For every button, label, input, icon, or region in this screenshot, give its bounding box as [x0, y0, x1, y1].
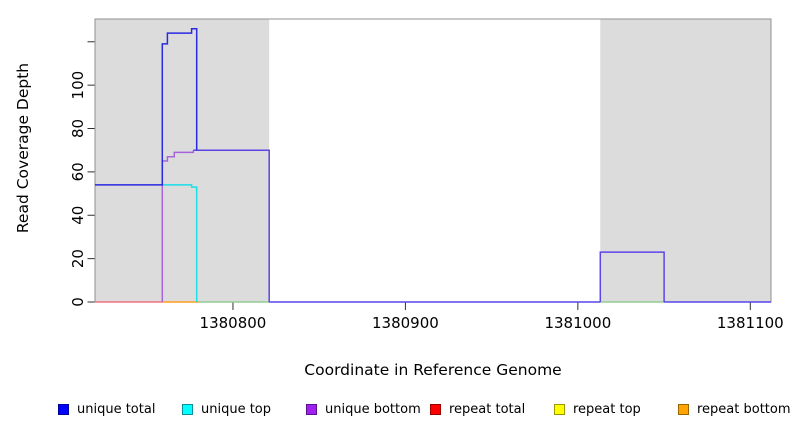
- legend-swatch-icon: [554, 403, 565, 415]
- x-tick-label: 1380900: [372, 314, 439, 332]
- legend-item-label: repeat top: [573, 401, 641, 417]
- legend-item-label: repeat total: [449, 401, 526, 417]
- legend-swatch-icon: [678, 403, 689, 415]
- y-tick-label: 0: [69, 297, 87, 307]
- x-tick-label: 1380800: [200, 314, 267, 332]
- legend-item: repeat bottom: [678, 399, 791, 419]
- legend-item: unique bottom: [306, 399, 421, 419]
- legend-item-label: unique top: [201, 401, 272, 417]
- y-axis-title: Read Coverage Depth: [14, 62, 32, 234]
- legend-swatch-icon: [182, 403, 193, 415]
- y-tick-label: 80: [69, 119, 87, 138]
- legend-item: repeat top: [554, 399, 641, 419]
- legend-item-label: unique total: [77, 401, 156, 417]
- y-tick-label: 100: [69, 71, 87, 100]
- legend-row: unique total unique top unique bottom re…: [0, 399, 792, 423]
- line-unique-merged-23: [599, 251, 665, 302]
- legend-swatch-icon: [58, 403, 69, 415]
- line-unique-total-line: [95, 28, 198, 186]
- repeat-region-band: [95, 19, 270, 302]
- y-tick-label: 20: [69, 249, 87, 268]
- line-unique-top-line: [162, 184, 198, 302]
- x-tick-label: 1381000: [544, 314, 611, 332]
- legend-item-label: repeat bottom: [697, 401, 791, 417]
- line-unique-bottom-steps: [161, 150, 195, 302]
- legend-item: repeat total: [430, 399, 525, 419]
- legend-swatch-icon: [306, 403, 317, 415]
- repeat-region-band: [600, 19, 771, 302]
- legend-item: unique top: [182, 399, 271, 419]
- x-tick-label: 1381100: [717, 314, 784, 332]
- legend-item-label: unique bottom: [325, 401, 421, 417]
- legend-item: unique total: [58, 399, 155, 419]
- legend-swatch-icon: [430, 403, 441, 415]
- x-axis-title: Coordinate in Reference Genome: [304, 361, 562, 379]
- line-unique-merged-70: [193, 149, 270, 302]
- y-tick-label: 60: [69, 162, 87, 181]
- y-tick-label: 40: [69, 206, 87, 225]
